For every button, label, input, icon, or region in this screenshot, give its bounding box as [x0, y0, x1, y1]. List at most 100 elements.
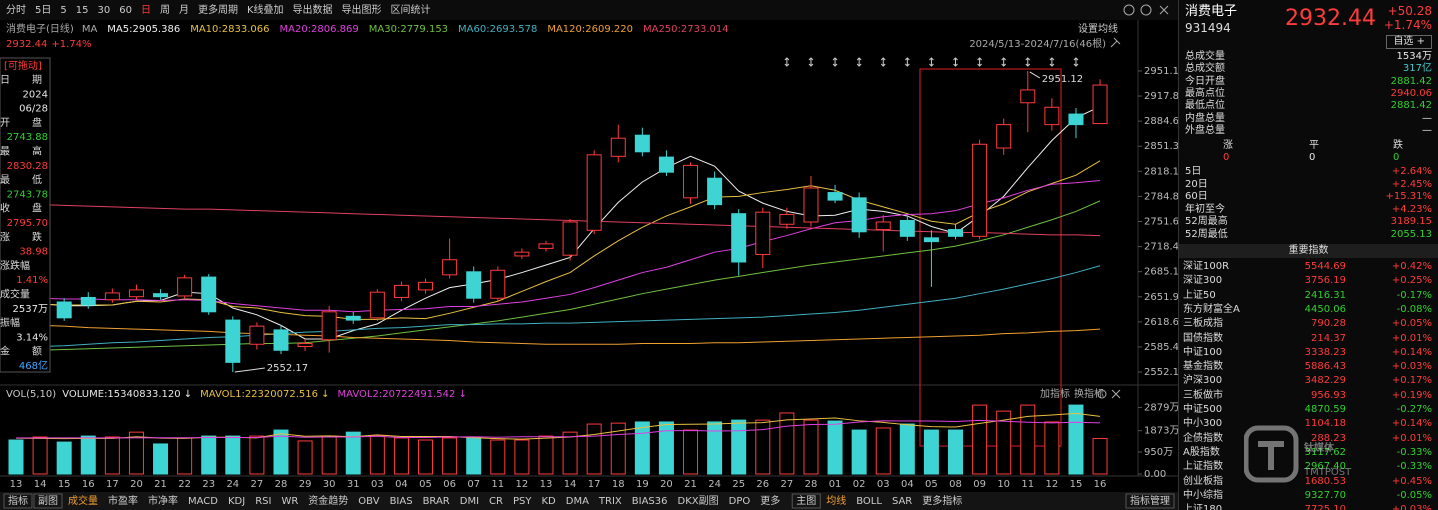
index-name[interactable]: 中证100 — [1183, 346, 1223, 358]
index-name[interactable]: 深证100R — [1183, 261, 1230, 272]
tab[interactable]: BIAS36 — [632, 496, 668, 507]
indicator-tool[interactable]: 换指标 — [1074, 387, 1104, 400]
toolbar-item[interactable]: 导出图形 — [342, 3, 382, 16]
tab[interactable]: MACD — [188, 496, 218, 507]
index-name[interactable]: 中小300 — [1183, 418, 1223, 430]
index-value: 2416.31 — [1304, 289, 1346, 301]
breadth-label: 涨 — [1223, 140, 1233, 151]
tab[interactable]: KD — [541, 496, 556, 507]
breadth-value: 0 — [1393, 152, 1400, 163]
tab[interactable]: TRIX — [598, 496, 622, 507]
index-name[interactable]: 深证300 — [1183, 275, 1223, 287]
tab[interactable]: 市盈率 — [108, 494, 138, 507]
index-name[interactable]: 创业板指 — [1183, 475, 1223, 487]
toolbar-item[interactable]: 15 — [76, 5, 89, 16]
tab[interactable]: 成交量 — [68, 494, 98, 507]
toolbar-item[interactable]: 更多周期 — [198, 3, 238, 16]
ma-settings[interactable]: 设置均线 — [1078, 22, 1118, 35]
volume-legend: MAVOL2:20722491.542 ↓ — [338, 389, 467, 400]
volume-bar — [177, 437, 193, 475]
index-name[interactable]: 上证180 — [1183, 504, 1223, 510]
tab[interactable]: 更多 — [760, 494, 780, 507]
date-label: 28 — [805, 479, 818, 490]
tab[interactable]: 指标 — [8, 494, 28, 507]
high-label: 2951.12 — [1042, 74, 1083, 85]
index-name[interactable]: 沪深300 — [1183, 375, 1223, 387]
tab[interactable]: 市净率 — [148, 494, 178, 507]
perf-value: 2055.13 — [1390, 229, 1432, 240]
date-label: 12 — [516, 479, 529, 490]
tab[interactable]: BRAR — [423, 496, 450, 507]
tab[interactable]: RSI — [255, 496, 271, 507]
toolbar-item[interactable]: 分时 — [6, 4, 26, 16]
tab[interactable]: 主图 — [796, 495, 816, 507]
tab[interactable]: 更多指标 — [922, 494, 962, 507]
perf-label: 52周最低 — [1185, 229, 1228, 240]
candle-body — [177, 277, 193, 297]
candle-body — [273, 329, 289, 351]
date-label: 25 — [732, 479, 745, 490]
indicator-tool[interactable]: 加指标 — [1040, 387, 1070, 400]
info-value: 2024 — [23, 89, 48, 100]
index-name[interactable]: 上证50 — [1183, 289, 1216, 301]
index-name[interactable]: 三板做市 — [1183, 389, 1223, 401]
toolbar-item[interactable]: 60 — [119, 5, 132, 16]
watchlist-button[interactable]: 自选 + — [1386, 35, 1432, 49]
toolbar-item[interactable]: 5日 — [35, 5, 51, 16]
tab[interactable]: BOLL — [856, 496, 882, 507]
close-icon[interactable] — [1159, 5, 1169, 15]
toolbar-item[interactable]: 导出数据 — [293, 3, 333, 16]
tab[interactable]: WR — [281, 496, 298, 507]
candle-body — [1044, 106, 1060, 126]
index-name[interactable]: 上证指数 — [1183, 461, 1223, 473]
tab[interactable]: SAR — [892, 496, 912, 507]
toolbar-item[interactable]: 30 — [97, 5, 110, 16]
interval-selection — [919, 68, 1062, 447]
volume-ma-line — [16, 419, 1101, 439]
index-name[interactable]: 东方财富全A — [1183, 303, 1240, 315]
tab[interactable]: BIAS — [390, 496, 413, 507]
candle-body — [201, 276, 217, 313]
index-name[interactable]: 中证500 — [1183, 404, 1223, 415]
index-name[interactable]: 企债指数 — [1183, 432, 1223, 444]
tab[interactable]: DMI — [460, 496, 479, 507]
volume-bar — [321, 435, 337, 475]
tab[interactable]: DKX副图 — [678, 495, 719, 507]
index-value: 288.23 — [1311, 432, 1346, 444]
volume-bar — [827, 420, 843, 475]
toolbar-item[interactable]: 月 — [179, 4, 189, 16]
tab[interactable]: DMA — [566, 496, 589, 507]
zoom-in-icon[interactable] — [1140, 4, 1152, 16]
toolbar-item[interactable]: 周 — [160, 4, 170, 16]
tab[interactable]: OBV — [358, 496, 379, 507]
ma-legend: MA20:2806.869 — [279, 24, 358, 35]
volume-bar — [538, 435, 554, 475]
index-name[interactable]: 基金指数 — [1183, 361, 1223, 373]
index-change: +0.25% — [1391, 275, 1432, 287]
index-name[interactable]: 三板成指 — [1183, 318, 1223, 330]
price-tick-label: 2784.89 — [1144, 191, 1178, 202]
index-name[interactable]: 国债指数 — [1183, 332, 1223, 344]
tab[interactable]: PSY — [513, 496, 532, 507]
toolbar-item[interactable]: 5 — [60, 5, 66, 16]
tab[interactable]: KDJ — [228, 496, 245, 507]
tab[interactable]: DPO — [729, 496, 751, 507]
tab[interactable]: CR — [489, 496, 503, 507]
tab[interactable]: 指标管理 — [1130, 494, 1170, 507]
toolbar-item[interactable]: 区间统计 — [391, 3, 431, 16]
volume-bar — [201, 435, 217, 475]
candle-body — [104, 292, 120, 301]
volume-bar — [899, 423, 915, 475]
tab[interactable]: 均线 — [826, 494, 846, 507]
date-label: 29 — [299, 479, 312, 490]
zoom-out-icon[interactable] — [1123, 4, 1135, 16]
toolbar-item[interactable]: K线叠加 — [247, 3, 284, 16]
tab[interactable]: 资金趋势 — [308, 494, 348, 507]
date-label: 26 — [756, 479, 769, 490]
date-range: 2024/5/13-2024/7/16(46根) — [969, 37, 1106, 50]
index-name[interactable]: 中小综指 — [1183, 489, 1223, 501]
tab[interactable]: 副图 — [38, 495, 58, 507]
index-name[interactable]: A股指数 — [1183, 446, 1220, 458]
toolbar-item[interactable]: 日 — [141, 5, 151, 16]
candle-body — [996, 124, 1012, 149]
